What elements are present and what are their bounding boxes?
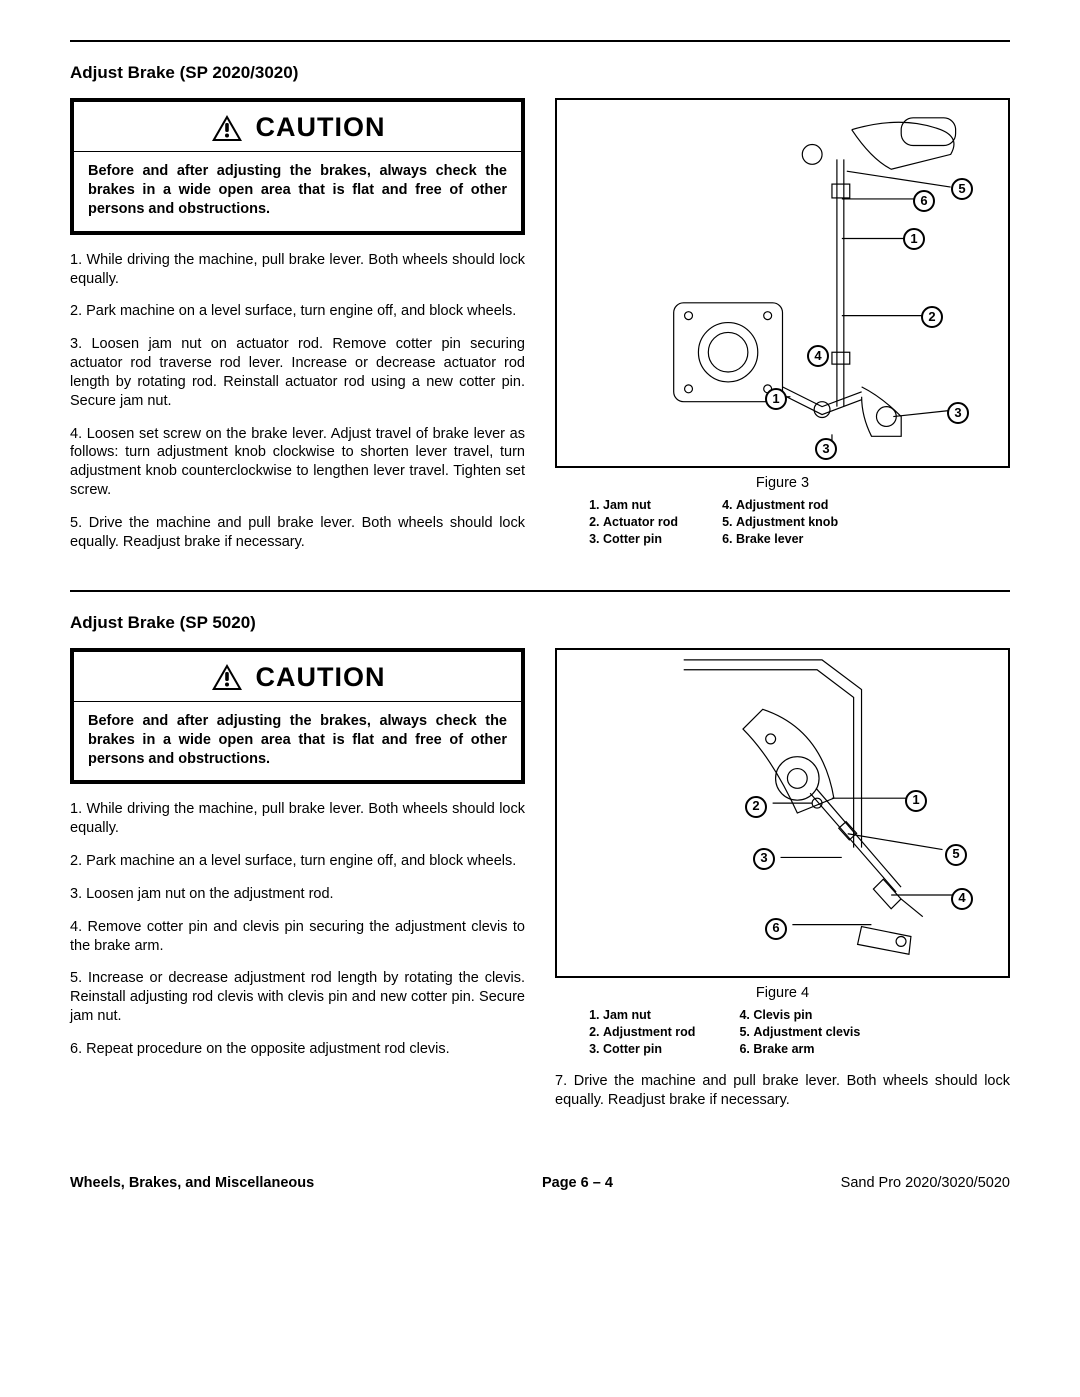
legend-item: Adjustment clevis xyxy=(753,1024,860,1040)
s2-step: 3. Loosen jam nut on the adjustment rod. xyxy=(70,885,525,904)
caution-box-2: CAUTION Before and after adjusting the b… xyxy=(70,648,525,785)
section2-right-col: 1 2 5 3 4 6 Figure 4 Jam nut Adjustment rod C… xyxy=(555,648,1010,1124)
figure4-box: 1 2 5 3 4 6 xyxy=(555,648,1010,978)
callout-number: 3 xyxy=(815,438,837,460)
footer-right: Sand Pro 2020/3020/5020 xyxy=(841,1174,1010,1193)
section1-columns: CAUTION Before and after adjusting the b… xyxy=(70,98,1010,566)
legend-item: Adjustment rod xyxy=(603,1024,695,1040)
s2-step7: 7. Drive the machine and pull brake leve… xyxy=(555,1072,1010,1110)
mid-rule xyxy=(70,590,1010,592)
callout-number: 3 xyxy=(753,848,775,870)
legend-col: Jam nut Actuator rod Cotter pin xyxy=(585,497,678,549)
s1-step: 5. Drive the machine and pull brake leve… xyxy=(70,514,525,552)
section1-left-col: CAUTION Before and after adjusting the b… xyxy=(70,98,525,566)
legend-item: Brake arm xyxy=(753,1041,860,1057)
warning-icon xyxy=(210,662,244,692)
s2-step: 5. Increase or decrease adjustment rod l… xyxy=(70,969,525,1026)
callout-number: 4 xyxy=(951,888,973,910)
section1-right-col: 56124133 Figure 3 Jam nut Actuator rod C… xyxy=(555,98,1010,549)
legend-item: Cotter pin xyxy=(603,531,678,547)
callout-number: 1 xyxy=(903,228,925,250)
s1-step: 2. Park machine on a level surface, turn… xyxy=(70,302,525,321)
s1-step: 3. Loosen jam nut on actuator rod. Remov… xyxy=(70,335,525,410)
callout-number: 3 xyxy=(947,402,969,424)
figure3-drawing xyxy=(557,100,1008,466)
s2-step: 2. Park machine an a level surface, turn… xyxy=(70,852,525,871)
legend-item: Adjustment knob xyxy=(736,514,838,530)
caution-label-2: CAUTION xyxy=(256,660,386,695)
figure4-legend: Jam nut Adjustment rod Cotter pin Clevis… xyxy=(555,1007,1010,1059)
s1-step: 1. While driving the machine, pull brake… xyxy=(70,251,525,289)
legend-item: Actuator rod xyxy=(603,514,678,530)
callout-number: 4 xyxy=(807,345,829,367)
callout-number: 5 xyxy=(951,178,973,200)
caution-label-1: CAUTION xyxy=(256,110,386,145)
figure4-caption: Figure 4 xyxy=(555,984,1010,1003)
s2-step: 4. Remove cotter pin and clevis pin secu… xyxy=(70,918,525,956)
legend-col: Jam nut Adjustment rod Cotter pin xyxy=(585,1007,695,1059)
figure3-caption: Figure 3 xyxy=(555,474,1010,493)
s1-step: 4. Loosen set screw on the brake lever. … xyxy=(70,425,525,500)
legend-item: Jam nut xyxy=(603,497,678,513)
callout-number: 2 xyxy=(745,796,767,818)
section2-title: Adjust Brake (SP 5020) xyxy=(70,612,1010,634)
caution-body-2: Before and after adjusting the brakes, a… xyxy=(74,702,521,781)
caution-header-2: CAUTION xyxy=(74,652,521,702)
legend-item: Brake lever xyxy=(736,531,838,547)
section2-columns: CAUTION Before and after adjusting the b… xyxy=(70,648,1010,1124)
footer-mid: Page 6 – 4 xyxy=(542,1174,613,1193)
legend-item: Jam nut xyxy=(603,1007,695,1023)
callout-number: 1 xyxy=(765,388,787,410)
caution-box-1: CAUTION Before and after adjusting the b… xyxy=(70,98,525,235)
callout-number: 6 xyxy=(913,190,935,212)
page-footer: Wheels, Brakes, and Miscellaneous Page 6… xyxy=(70,1174,1010,1193)
section2-left-col: CAUTION Before and after adjusting the b… xyxy=(70,648,525,1073)
callout-number: 5 xyxy=(945,844,967,866)
caution-body-1: Before and after adjusting the brakes, a… xyxy=(74,152,521,231)
callout-number: 6 xyxy=(765,918,787,940)
s2-step: 6. Repeat procedure on the opposite adju… xyxy=(70,1040,525,1059)
figure3-legend: Jam nut Actuator rod Cotter pin Adjustme… xyxy=(555,497,1010,549)
legend-item: Cotter pin xyxy=(603,1041,695,1057)
top-rule xyxy=(70,40,1010,42)
legend-col: Clevis pin Adjustment clevis Brake arm xyxy=(735,1007,860,1059)
warning-icon xyxy=(210,113,244,143)
callout-number: 1 xyxy=(905,790,927,812)
figure3-box: 56124133 xyxy=(555,98,1010,468)
callout-number: 2 xyxy=(921,306,943,328)
s2-step: 1. While driving the machine, pull brake… xyxy=(70,800,525,838)
caution-header-1: CAUTION xyxy=(74,102,521,152)
footer-left: Wheels, Brakes, and Miscellaneous xyxy=(70,1174,314,1193)
section1-title: Adjust Brake (SP 2020/3020) xyxy=(70,62,1010,84)
legend-item: Adjustment rod xyxy=(736,497,838,513)
legend-col: Adjustment rod Adjustment knob Brake lev… xyxy=(718,497,838,549)
legend-item: Clevis pin xyxy=(753,1007,860,1023)
